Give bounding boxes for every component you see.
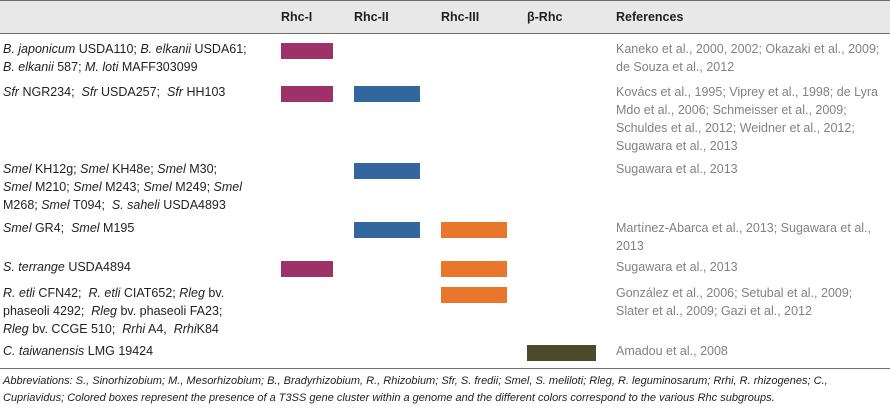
header-references: References	[616, 10, 684, 24]
references-cell: Amadou et al., 2008	[616, 344, 728, 358]
table-bottom-rule	[0, 368, 890, 369]
references-cell: Martínez-Abarca et al., 2013; Sugawara e…	[616, 221, 871, 253]
references-cell: Sugawara et al., 2013	[616, 162, 738, 176]
organism-cell: R. etli CFN42; R. etli CIAT652; Rleg bv.…	[3, 286, 225, 336]
presence-box-rhc3	[441, 261, 507, 277]
organism-cell: S. terrange USDA4894	[3, 260, 131, 274]
references-cell: Kaneko et al., 2000, 2002; Okazaki et al…	[616, 42, 880, 74]
table-header: Rhc-I Rhc-II Rhc-III β-Rhc References	[0, 0, 890, 34]
presence-box-rhc1	[281, 86, 333, 102]
references-cell: Kovács et al., 1995; Viprey et al., 1998…	[616, 85, 878, 153]
presence-box-rhc1	[281, 43, 333, 59]
organism-cell: Smel GR4; Smel M195	[3, 221, 135, 235]
presence-box-rhc3	[441, 222, 507, 238]
presence-box-rhc2	[354, 163, 420, 179]
organism-cell: Sfr NGR234; Sfr USDA257; Sfr HH103	[3, 85, 226, 99]
presence-box-rhc2	[354, 222, 420, 238]
references-cell: González et al., 2006; Setubal et al., 2…	[616, 286, 853, 318]
header-rhc-i: Rhc-I	[281, 10, 313, 24]
organism-cell: B. japonicum USDA110; B. elkanii USDA61;…	[3, 42, 247, 74]
presence-box-rhc3	[441, 287, 507, 303]
organism-cell: Smel KH12g; Smel KH48e; Smel M30; Smel M2…	[3, 162, 242, 212]
header-beta-rhc: β-Rhc	[527, 10, 563, 24]
table-footnote: Abbreviations: S., Sinorhizobium; M., Me…	[3, 375, 828, 404]
references-cell: Sugawara et al., 2013	[616, 260, 738, 274]
organism-cell: C. taiwanensis LMG 19424	[3, 344, 154, 358]
presence-box-beta	[527, 345, 596, 361]
header-rhc-ii: Rhc-II	[354, 10, 389, 24]
presence-box-rhc1	[281, 261, 333, 277]
presence-box-rhc2	[354, 86, 420, 102]
header-rhc-iii: Rhc-III	[441, 10, 480, 24]
